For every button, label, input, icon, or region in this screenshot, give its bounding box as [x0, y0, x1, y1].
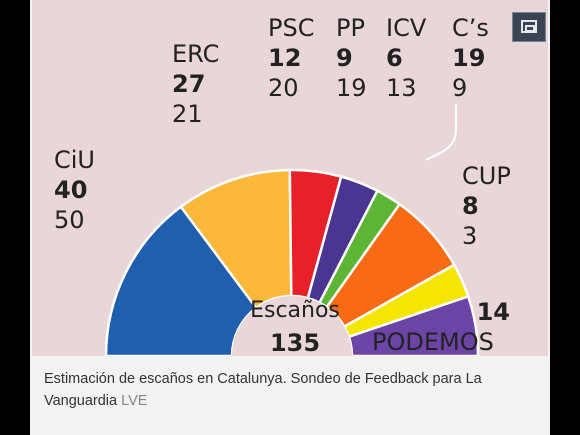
seats-previous: 50 [54, 206, 85, 234]
seats-previous: 13 [386, 74, 417, 102]
seats-previous: 21 [172, 100, 203, 128]
party-name: PODEMOS [372, 328, 494, 356]
label-cup: CUP 8 3 [462, 164, 511, 248]
party-name: ERC [172, 40, 220, 68]
expand-icon [521, 20, 537, 33]
caption: Estimación de escaños en Catalunya. Sond… [44, 368, 540, 412]
chart-svg [104, 104, 480, 356]
caption-source[interactable]: LVE [121, 393, 148, 409]
party-name: CiU [54, 146, 95, 174]
caption-text: Estimación de escaños en Catalunya. Sond… [44, 371, 482, 409]
news-card: CiU 40 50 ERC 27 21 PSC 12 20 PP 9 19 IC… [30, 0, 550, 435]
party-name: PSC [268, 14, 315, 42]
label-podemos: 14 PODEMOS [372, 300, 510, 356]
party-name: C’s [452, 14, 489, 42]
seats-previous: 19 [336, 74, 367, 102]
seats-new: 12 [268, 44, 302, 72]
seats-new: 9 [336, 44, 353, 72]
seats-new: 6 [386, 44, 403, 72]
label-icv: ICV 6 13 [386, 16, 426, 100]
total-name: Escaños [250, 298, 340, 323]
party-name: CUP [462, 162, 511, 190]
label-erc: ERC 27 21 [172, 42, 219, 126]
seats-new: 27 [172, 70, 206, 98]
seats-previous: 3 [462, 222, 478, 250]
total-value: 135 [269, 329, 321, 357]
label-ciu: CiU 40 50 [54, 148, 95, 232]
expand-icon-inner [525, 25, 535, 32]
cs-leader-line [425, 104, 457, 161]
seats-new: 14 [476, 298, 510, 326]
label-cs: C’s 19 9 [452, 16, 489, 100]
party-name: ICV [386, 14, 427, 42]
total-seats-label: Escaños 135 [236, 298, 354, 357]
seats-previous: 9 [452, 74, 468, 102]
parliament-chart: CiU 40 50 ERC 27 21 PSC 12 20 PP 9 19 IC… [32, 0, 548, 357]
seats-new: 8 [462, 192, 479, 220]
seats-new: 19 [452, 44, 486, 72]
seats-new: 40 [54, 176, 88, 204]
expand-button[interactable] [512, 12, 546, 42]
seats-previous: 20 [268, 74, 299, 102]
label-psc: PSC 12 20 [268, 16, 314, 100]
label-pp: PP 9 19 [336, 16, 367, 100]
party-name: PP [336, 14, 365, 42]
